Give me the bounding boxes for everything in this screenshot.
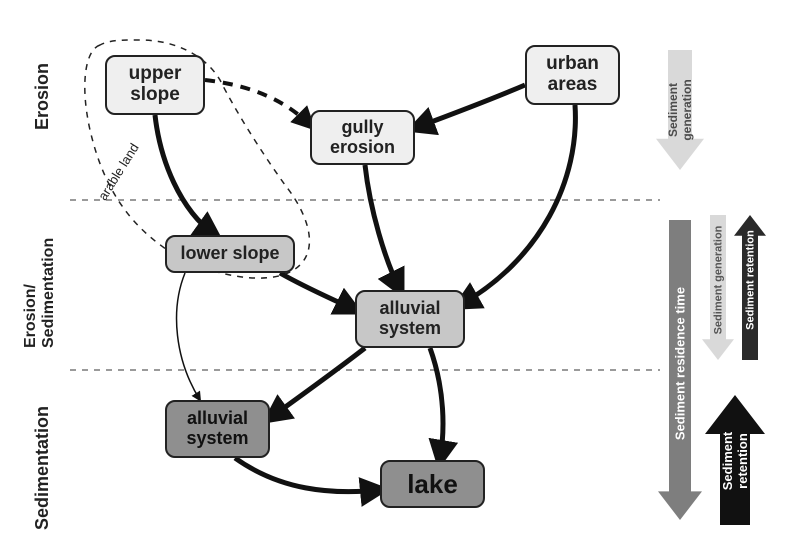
edge-alluvialmid-to-lake (430, 348, 443, 460)
node-gully-erosion: gullyerosion (310, 110, 415, 165)
label-sediment-retention-mid: Sediment retention (744, 207, 756, 352)
edge-upper-to-gully-dashed (205, 80, 310, 125)
edge-gully-to-alluvial (365, 165, 400, 290)
edge-lower-to-alluvial-low-thin (177, 273, 200, 400)
node-lake: lake (380, 460, 485, 508)
edge-urban-to-gully (415, 85, 525, 128)
node-alluvial-low: alluvialsystem (165, 400, 270, 458)
zone-label-sedimentation: Sedimentation (32, 406, 53, 530)
node-urban-areas: urbanareas (525, 45, 620, 105)
edge-alluviallow-to-lake (235, 458, 380, 492)
edge-lower-to-alluvial (280, 273, 355, 310)
edge-urban-to-alluvial (460, 105, 575, 305)
node-upper-slope: upperslope (105, 55, 205, 115)
edge-alluvialmid-to-alluviallow (270, 348, 365, 418)
node-lower-slope: lower slope (165, 235, 295, 273)
zone-label-mixed: Erosion/Sedimentation (22, 238, 58, 348)
label-sediment-retention-bot: Sedimentretention (720, 396, 750, 526)
label-sediment-generation-mid: Sediment generation (712, 207, 724, 352)
edge-upper-to-lower (155, 115, 215, 235)
label-residence-time: Sediment residence time (673, 214, 688, 514)
node-alluvial-mid: alluvialsystem (355, 290, 465, 348)
label-sediment-generation-top: Sedimentgeneration (666, 50, 694, 170)
zone-label-erosion: Erosion (32, 63, 53, 130)
